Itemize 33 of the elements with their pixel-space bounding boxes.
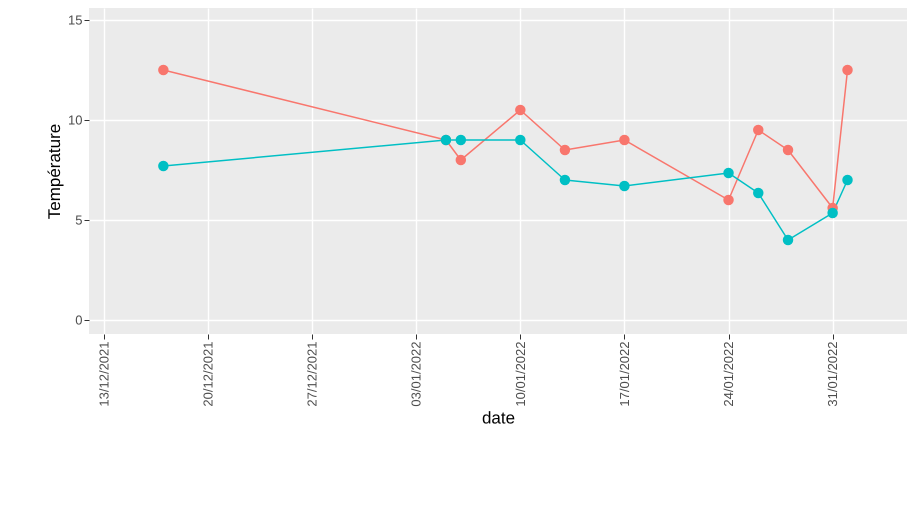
x-tick-label: 17/01/2022	[616, 342, 632, 407]
point	[560, 144, 570, 156]
x-tick-label: 03/01/2022	[408, 342, 424, 407]
x-tick-label: 27/12/2021	[304, 342, 320, 407]
point	[842, 174, 853, 186]
point	[723, 168, 734, 178]
x-tick-label: 13/12/2021	[96, 342, 112, 407]
y-tick-label: 5	[75, 212, 82, 228]
x-tick-label: 20/12/2021	[200, 342, 216, 407]
point	[782, 234, 794, 246]
x-tick-label: 24/01/2022	[721, 342, 736, 407]
point	[158, 160, 169, 172]
point	[753, 188, 764, 198]
point	[753, 124, 764, 136]
x-tick-label: 10/01/2022	[512, 342, 528, 407]
y-tick-label: 10	[68, 112, 82, 128]
point	[456, 154, 466, 166]
point	[782, 144, 794, 156]
y-tick-label: 15	[68, 12, 82, 28]
point	[456, 134, 466, 146]
point	[723, 194, 734, 206]
point	[619, 134, 630, 146]
y-axis-title: Température	[45, 124, 64, 220]
point	[515, 134, 526, 146]
x-tick-label: 31/01/2022	[825, 342, 840, 407]
x-axis-title: date	[482, 408, 516, 428]
point	[515, 104, 526, 116]
point	[158, 64, 169, 76]
point	[560, 174, 570, 186]
point	[619, 180, 630, 192]
point	[842, 64, 853, 76]
point	[827, 208, 838, 218]
y-tick-label: 0	[75, 312, 82, 328]
